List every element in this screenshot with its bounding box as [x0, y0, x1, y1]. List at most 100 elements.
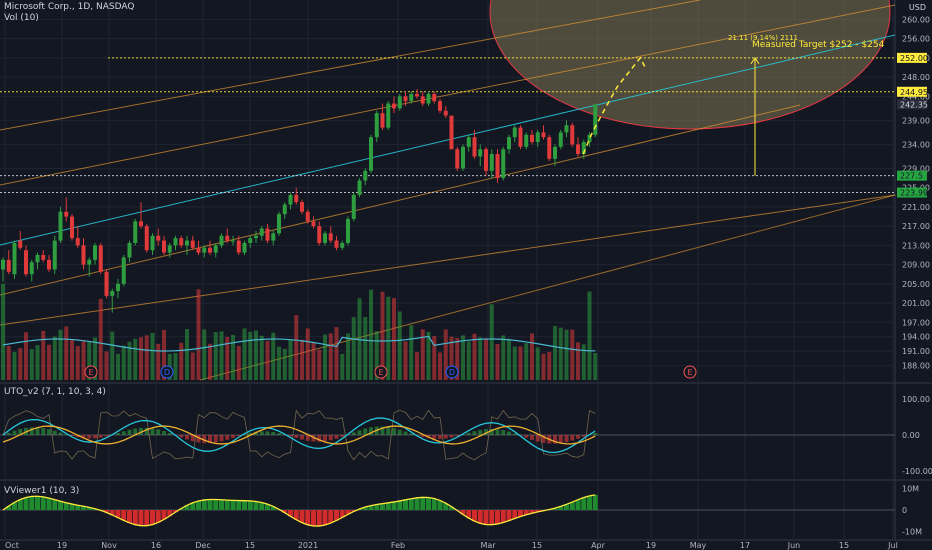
vviewer-bar	[351, 510, 357, 512]
volume-bar	[524, 343, 529, 380]
uto-histogram-bar	[271, 432, 276, 435]
volume-bar	[265, 340, 270, 380]
vviewer-bar	[420, 497, 426, 510]
candle-body	[81, 245, 86, 265]
uto-histogram-bar	[190, 435, 195, 442]
candle-body	[12, 242, 17, 275]
uto-histogram-bar	[185, 435, 189, 440]
vviewer-bar	[81, 506, 86, 510]
time-tick-label: 19	[57, 541, 67, 550]
vviewer-bar	[339, 510, 345, 518]
price-tick-label: 248.00	[902, 73, 930, 82]
vviewer-bar	[500, 510, 506, 523]
uto-histogram-bar	[156, 429, 161, 435]
volume-bar	[162, 329, 166, 380]
uto-histogram-bar	[133, 428, 138, 435]
vviewer-bar	[518, 510, 523, 517]
uto-histogram-bar	[484, 429, 488, 435]
uto-histogram-bar	[541, 435, 546, 443]
uto-histogram-bar	[351, 432, 356, 435]
volume-bar	[277, 346, 281, 380]
vviewer-bar	[322, 510, 328, 526]
event-marker-label: E	[378, 368, 383, 377]
volume-bar	[41, 330, 46, 380]
volume-bar	[328, 333, 333, 380]
candle-body	[265, 228, 270, 241]
price-tick-label: 201.00	[902, 299, 930, 308]
candle-body	[305, 211, 310, 222]
uto-histogram-bar	[219, 435, 224, 442]
vviewer-bar	[575, 499, 581, 510]
volume-bar	[93, 337, 97, 380]
vviewer-bar	[403, 499, 408, 510]
volume-bar	[512, 346, 517, 380]
vviewer-bar	[282, 510, 288, 513]
uto-histogram-bar	[150, 428, 155, 435]
candle-body	[518, 127, 523, 147]
vviewer-bar	[196, 500, 201, 510]
channel-midline	[0, 34, 896, 246]
candle-body	[156, 235, 161, 241]
uto-histogram-bar	[323, 435, 327, 442]
candle-body	[277, 214, 281, 234]
vviewer-bar	[477, 510, 483, 524]
vviewer-bar	[472, 510, 477, 522]
vviewer-bar	[334, 510, 339, 521]
vviewer-bar	[201, 499, 207, 510]
uto-histogram-bar	[438, 435, 442, 439]
event-marker	[683, 365, 697, 379]
volume-bar	[139, 337, 143, 380]
vviewer-bar	[40, 496, 46, 510]
vviewer-tick-label: 0	[902, 506, 907, 515]
vviewer-bar	[385, 502, 391, 510]
volume-bar	[570, 329, 575, 380]
volume-bar	[213, 332, 218, 380]
uto-histogram-bar	[294, 435, 299, 438]
volume-bar	[535, 347, 540, 380]
volume-bar	[397, 311, 402, 380]
vviewer-bar	[443, 503, 449, 510]
uto-histogram-bar	[265, 431, 270, 435]
uto-histogram-bar	[254, 431, 258, 435]
uto-histogram-bar	[311, 435, 316, 442]
vviewer-bar	[184, 505, 190, 510]
vviewer-bar	[495, 510, 500, 524]
vviewer-bar	[213, 499, 219, 510]
uto-histogram-bar	[121, 431, 126, 435]
price-tick-label: 191.00	[902, 347, 930, 356]
candle-body	[587, 134, 592, 143]
uto-histogram-bar	[524, 435, 529, 438]
event-marker	[374, 365, 388, 379]
uto-histogram-bar	[409, 433, 414, 435]
candle-body	[1, 259, 5, 270]
uto-histogram-bar	[162, 431, 166, 435]
volume-bar	[409, 325, 414, 380]
candle-body	[190, 240, 195, 248]
uto-histogram-bar	[478, 429, 483, 435]
volume-bar	[185, 329, 189, 380]
vviewer-bar	[224, 500, 230, 510]
vviewer-bar	[293, 510, 299, 520]
vviewer-line	[2, 494, 596, 527]
volume-bar	[449, 336, 454, 380]
volume-bar	[58, 329, 63, 380]
volume-bar	[518, 346, 523, 380]
event-marker-label: E	[687, 368, 692, 377]
candle-body	[196, 247, 201, 253]
uto-histogram-bar	[363, 428, 368, 435]
candle-body	[357, 180, 362, 195]
vviewer-bar	[219, 499, 224, 510]
volume-bar	[466, 341, 471, 380]
vviewer-bar	[207, 499, 213, 510]
volume-bar	[202, 329, 207, 380]
uto-histogram-bar	[93, 435, 97, 439]
uto-histogram-bar	[196, 435, 201, 443]
volume-bar	[236, 345, 241, 380]
volume-bar	[507, 338, 511, 380]
candle-body	[409, 93, 414, 102]
vviewer-bar	[144, 510, 150, 526]
price-label-text: 227.5	[900, 172, 923, 181]
vviewer-bar	[523, 510, 529, 515]
vviewer-bar	[587, 495, 592, 510]
